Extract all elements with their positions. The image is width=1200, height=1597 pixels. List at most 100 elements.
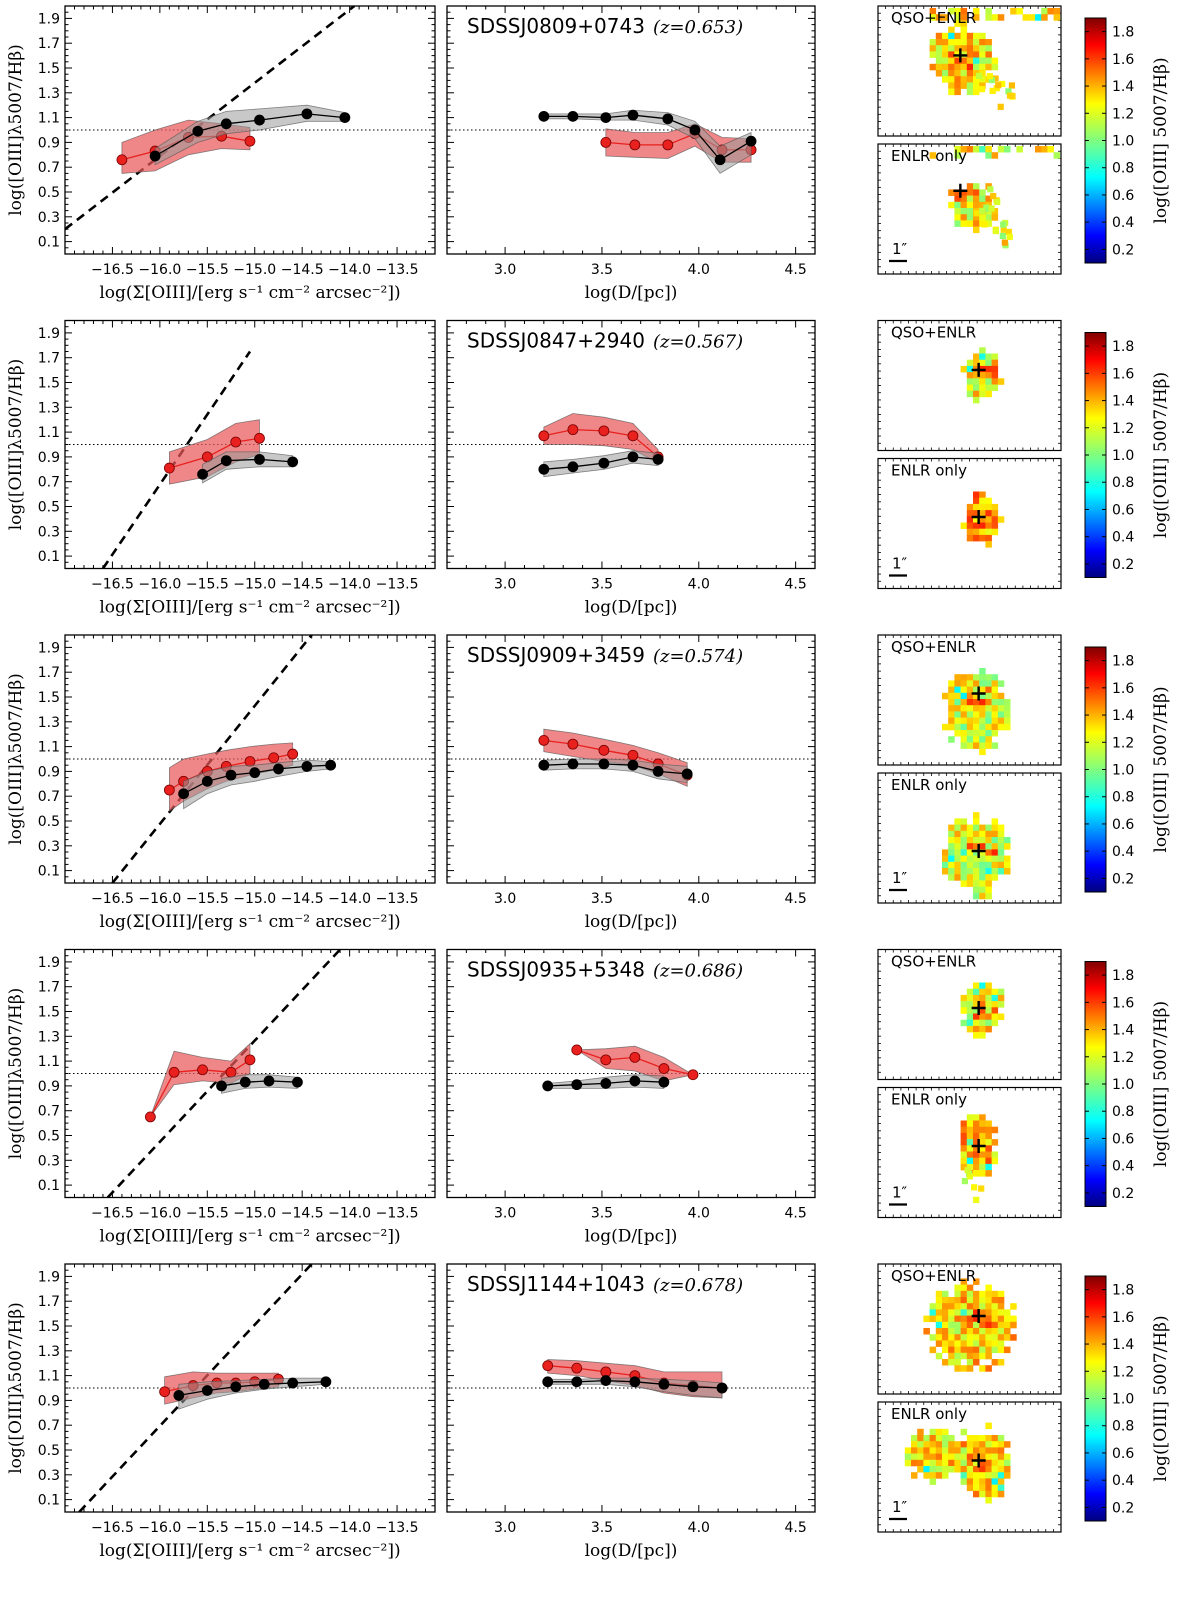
map-pixel [960, 1340, 968, 1347]
map-pixel [923, 1328, 930, 1335]
x-tick-label: −14.5 [281, 891, 324, 907]
y-tick-label: 1.3 [38, 715, 60, 731]
map-pixel [966, 76, 974, 83]
map-pixel [960, 1126, 968, 1134]
y-tick-label: 0.3 [38, 1468, 60, 1484]
map-pixel [954, 1459, 961, 1467]
map-pixel [985, 390, 992, 398]
map-pixel [960, 994, 968, 1002]
map-pixel [997, 1013, 1005, 1020]
map-pixel [979, 994, 986, 1002]
black-series-line [221, 1080, 298, 1087]
map-pixel [991, 711, 999, 718]
colorbar-tick-label: 0.8 [1112, 1104, 1134, 1120]
map-pixel [979, 868, 986, 875]
map-pixel [954, 1447, 961, 1454]
map-pixel [948, 1303, 955, 1310]
map-pixel [979, 674, 986, 681]
map-pixel [960, 522, 968, 529]
map-pixel [997, 1346, 1005, 1354]
map-pixel [991, 522, 999, 529]
map-pixel [954, 699, 961, 706]
map-pixel [954, 1290, 961, 1298]
map-pixel [973, 1340, 980, 1347]
map-pixel [979, 497, 986, 505]
map-pixel [973, 1359, 980, 1366]
red-series-point [571, 1044, 583, 1056]
map-pixel [979, 982, 986, 989]
map-pixel [948, 70, 955, 77]
y-tick-label: 1.7 [38, 351, 60, 367]
map-pixel [917, 1466, 924, 1473]
map-pixel [991, 1309, 999, 1316]
x-tick-label: −16.5 [91, 891, 134, 907]
red-series-point [571, 1362, 583, 1374]
map-pixel [979, 214, 986, 221]
map-pixel [979, 1321, 986, 1329]
map-pixel [960, 868, 968, 875]
y-tick-label: 0.1 [38, 1178, 60, 1194]
map-pixel [973, 868, 980, 875]
map-pixel [923, 1453, 930, 1461]
map-pixel [979, 748, 986, 756]
map-pixel [985, 353, 992, 360]
map-pixel [985, 886, 992, 894]
series-group [163, 742, 337, 812]
black-series-point [263, 1075, 275, 1087]
map-pixel [942, 1346, 949, 1354]
red-series-point [244, 1054, 256, 1066]
map-pixel [985, 686, 992, 694]
map-pixel [948, 736, 955, 743]
map-pixel [973, 39, 980, 46]
x-tick-label: −16.0 [138, 891, 181, 907]
x-tick-label: 3.0 [494, 891, 516, 907]
map-pixel [991, 528, 999, 536]
map-pixel [973, 1309, 980, 1316]
map-pixel [960, 1139, 968, 1146]
map-pixels [960, 347, 1005, 404]
y-tick-label: 1.7 [38, 36, 60, 52]
map-pixel [948, 1466, 955, 1473]
map-pixel [966, 384, 974, 391]
map-pixel [973, 843, 980, 850]
colorbar-tick-label: 0.2 [1112, 871, 1134, 887]
map-pixel [973, 1163, 980, 1171]
map-pixel [929, 1346, 937, 1354]
map-pixel [997, 1328, 1005, 1335]
map-pixel [929, 1478, 937, 1485]
map-pixel [911, 1441, 918, 1448]
map-pixel [960, 1309, 968, 1316]
map-pixel [991, 1303, 999, 1310]
map-pixel [948, 1346, 955, 1354]
black-series-line [154, 113, 345, 157]
black-series-point [301, 761, 313, 772]
map-pixel [966, 201, 974, 209]
map-pixel [966, 1157, 974, 1165]
map-pixel [966, 692, 974, 700]
map-pixel [985, 1170, 992, 1177]
map-pixel [942, 1328, 949, 1335]
map-pixel [948, 868, 955, 875]
map-pixel [966, 1126, 974, 1134]
map-pixel [985, 1441, 992, 1448]
map-pixel [948, 861, 955, 869]
map-pixel [966, 39, 974, 46]
map-pixel [966, 510, 974, 517]
map-pixel [935, 39, 943, 46]
map-pixel [985, 824, 992, 832]
map-pixel [948, 189, 955, 196]
map-pixel [985, 39, 992, 46]
map-label: QSO+ENLR [891, 953, 976, 971]
map-pixel [979, 1490, 986, 1498]
map-pixel [979, 1303, 986, 1310]
map-pixel [985, 378, 992, 385]
map-pixel [973, 88, 980, 96]
map-pixel [997, 705, 1005, 712]
map-pixel [1004, 1441, 1011, 1448]
black-series-point [652, 453, 664, 465]
map-pixel [966, 730, 974, 737]
map-pixel [997, 824, 1005, 832]
map-pixel [966, 503, 974, 511]
map-pixel [978, 207, 986, 215]
colorbar-tick-label: 1.0 [1112, 1392, 1134, 1408]
